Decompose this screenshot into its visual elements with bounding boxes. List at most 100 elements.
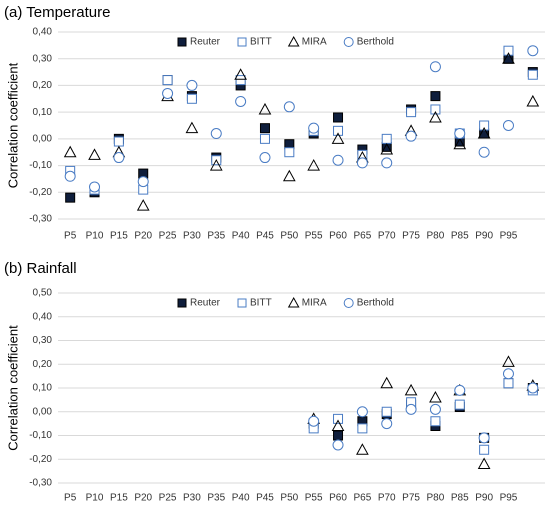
data-point <box>405 130 417 142</box>
x-tick-label: P60 <box>329 231 347 242</box>
x-tick-label: P45 <box>256 493 274 504</box>
chart-title: (b) Rainfall <box>4 260 77 277</box>
data-point <box>331 419 345 431</box>
data-point <box>479 120 490 131</box>
x-tick-label: P30 <box>183 493 201 504</box>
data-point <box>332 154 344 166</box>
data-point <box>331 132 345 144</box>
x-tick-label: P95 <box>500 493 518 504</box>
legend-label: Reuter <box>190 37 221 48</box>
data-point <box>136 199 150 211</box>
legend-marker <box>287 296 300 308</box>
x-tick-label: P10 <box>86 231 104 242</box>
data-point <box>113 152 125 164</box>
data-point <box>502 52 515 64</box>
data-point <box>429 110 442 123</box>
data-point <box>454 128 466 140</box>
y-tick-label: 0,30 <box>33 53 53 64</box>
data-point <box>381 157 393 169</box>
data-point <box>429 403 441 415</box>
data-point <box>308 122 320 134</box>
data-point <box>526 94 540 107</box>
data-point <box>259 152 271 164</box>
data-point <box>65 192 76 203</box>
data-point <box>404 383 418 396</box>
x-tick-label: P90 <box>475 231 493 242</box>
data-point <box>429 390 442 403</box>
y-tick-label: 0,00 <box>33 406 53 417</box>
data-point <box>259 133 270 144</box>
data-point <box>479 444 490 455</box>
x-tick-label: P75 <box>402 231 420 242</box>
data-point <box>307 159 321 171</box>
legend-label: BITT <box>250 298 272 309</box>
y-tick-label: 0,50 <box>33 288 53 299</box>
data-point <box>430 104 441 115</box>
data-point <box>137 176 149 188</box>
legend-label: MIRA <box>302 298 327 309</box>
x-tick-label: P5 <box>64 231 77 242</box>
x-tick-label: P15 <box>110 231 128 242</box>
data-point <box>454 384 466 396</box>
y-axis-title: Correlation coefficient <box>5 62 20 188</box>
data-point <box>380 376 394 389</box>
data-point <box>332 439 344 451</box>
y-tick-label: 0,00 <box>33 133 53 144</box>
data-point <box>209 159 223 171</box>
data-point <box>283 101 295 113</box>
data-point <box>185 121 199 134</box>
data-point <box>356 406 368 418</box>
data-point <box>429 61 441 73</box>
data-point <box>89 181 101 193</box>
x-tick-label: P70 <box>378 493 396 504</box>
data-point <box>477 457 491 469</box>
y-tick-label: 0,40 <box>33 311 53 322</box>
data-point <box>284 147 295 158</box>
data-point <box>503 378 514 389</box>
data-point <box>381 406 392 417</box>
legend-marker <box>287 35 300 47</box>
x-tick-label: P5 <box>64 493 77 504</box>
data-point <box>186 93 197 104</box>
x-tick-label: P55 <box>305 493 323 504</box>
x-tick-label: P55 <box>305 231 323 242</box>
x-tick-label: P90 <box>475 493 493 504</box>
data-point <box>453 137 467 150</box>
data-point <box>356 443 369 455</box>
x-tick-label: P40 <box>232 231 250 242</box>
data-point <box>333 125 344 136</box>
legend-marker <box>343 298 354 308</box>
data-point <box>503 45 514 56</box>
x-tick-label: P35 <box>207 231 225 242</box>
y-tick-label: 0,30 <box>33 335 53 346</box>
x-tick-label: P60 <box>329 493 347 504</box>
x-tick-label: P75 <box>402 493 420 504</box>
data-point <box>405 403 417 415</box>
data-point <box>259 123 270 134</box>
data-point <box>113 136 124 147</box>
legend-marker <box>237 298 247 308</box>
x-tick-label: P65 <box>353 231 371 242</box>
data-point <box>430 91 441 102</box>
x-tick-label: P20 <box>134 231 152 242</box>
data-point <box>502 120 514 131</box>
data-point <box>357 423 368 434</box>
x-tick-label: P35 <box>207 493 225 504</box>
y-tick-label: -0,10 <box>29 430 52 441</box>
y-tick-label: 0,20 <box>33 80 53 91</box>
x-tick-label: P25 <box>159 493 177 504</box>
data-point <box>454 399 465 410</box>
data-point <box>527 69 538 80</box>
data-point <box>380 143 394 155</box>
x-tick-label: P70 <box>378 231 396 242</box>
data-point <box>282 169 296 182</box>
y-tick-label: 0,10 <box>33 107 53 118</box>
data-point <box>186 79 198 91</box>
y-tick-label: -0,20 <box>29 454 52 465</box>
y-tick-label: 0,10 <box>33 383 53 394</box>
data-point <box>162 75 173 86</box>
x-tick-label: P15 <box>110 493 128 504</box>
data-point <box>308 415 320 427</box>
y-tick-label: -0,20 <box>29 187 52 198</box>
y-tick-label: 0,20 <box>33 359 53 370</box>
